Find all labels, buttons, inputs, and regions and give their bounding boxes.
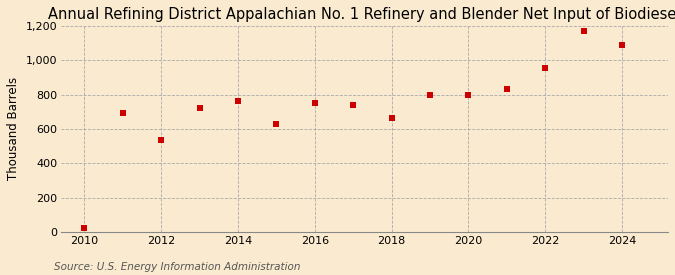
Point bbox=[194, 106, 205, 111]
Point bbox=[156, 138, 167, 142]
Text: Source: U.S. Energy Information Administration: Source: U.S. Energy Information Administ… bbox=[54, 262, 300, 272]
Point bbox=[117, 110, 128, 115]
Point bbox=[578, 29, 589, 34]
Point bbox=[616, 43, 627, 47]
Point bbox=[233, 99, 244, 104]
Point bbox=[271, 122, 281, 126]
Title: Annual Refining District Appalachian No. 1 Refinery and Blender Net Input of Bio: Annual Refining District Appalachian No.… bbox=[49, 7, 675, 22]
Point bbox=[425, 93, 435, 97]
Point bbox=[540, 66, 551, 70]
Point bbox=[502, 86, 512, 91]
Point bbox=[386, 116, 397, 120]
Y-axis label: Thousand Barrels: Thousand Barrels bbox=[7, 77, 20, 180]
Point bbox=[79, 226, 90, 231]
Point bbox=[463, 92, 474, 97]
Point bbox=[309, 101, 320, 106]
Point bbox=[348, 103, 358, 108]
